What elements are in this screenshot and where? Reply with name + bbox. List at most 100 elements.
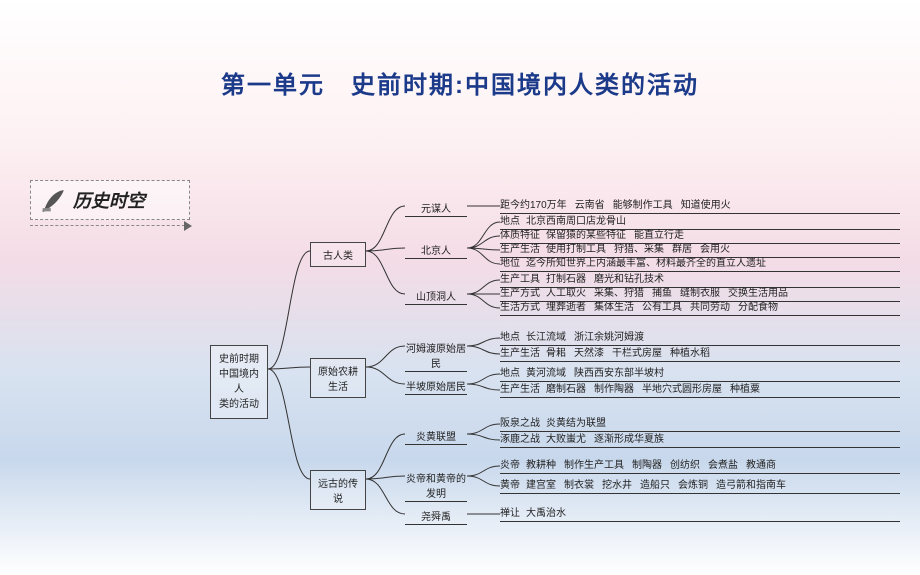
- leaf-row: 禅让大禹治水: [500, 508, 900, 522]
- leaf-item: 公有工具: [642, 302, 682, 314]
- leaf-row: 生产生活使用打制工具狩猎、采集群居会用火: [500, 244, 900, 258]
- leaf-item: 会用火: [700, 244, 730, 256]
- leaf-item: 北京西南周口店龙骨山: [526, 216, 626, 228]
- leaf-label: 阪泉之战: [500, 418, 540, 430]
- leaf-row: 地点黄河流域陕西西安东部半坡村: [500, 368, 900, 382]
- leaf-item: 制作陶器: [594, 384, 634, 396]
- leaf-label: 地点: [500, 332, 520, 344]
- leaf-item: 挖水井: [602, 480, 632, 492]
- leaf-item: 长江流域: [526, 332, 566, 344]
- leaf-label: 涿鹿之战: [500, 434, 540, 446]
- leaf-label: 生产生活: [500, 348, 540, 360]
- leaf-item: 共同劳动: [690, 302, 730, 314]
- leaf-item: 种植水稻: [670, 348, 710, 360]
- leaf-row: 地点长江流域浙江余姚河姆渡: [500, 332, 900, 346]
- leaf-label: 地点: [500, 216, 520, 228]
- leaf-item: 建宫室: [526, 480, 556, 492]
- leaf-item: 浙江余姚河姆渡: [574, 332, 644, 344]
- leaf-item: 制衣裳: [564, 480, 594, 492]
- page-title: 第一单元 史前时期:中国境内人类的活动: [0, 65, 920, 100]
- leaf-item: 干栏式房屋: [612, 348, 662, 360]
- badge-arrow: [30, 220, 190, 226]
- leaf-label: 生产方式: [500, 288, 540, 300]
- leaf-item: 教通商: [746, 460, 776, 472]
- leaf-label: 生活方式: [500, 302, 540, 314]
- leaf-row: 生活方式埋葬逝者集体生活公有工具共同劳动分配食物: [500, 302, 900, 316]
- leaf-item: 种植粟: [730, 384, 760, 396]
- leaf-item: 保留猿的某些特征: [546, 230, 626, 242]
- leaf-item: 分配食物: [738, 302, 778, 314]
- leaf-item: 创纺织: [670, 460, 700, 472]
- leaf-item: 集体生活: [594, 302, 634, 314]
- leaf-label: 生产生活: [500, 384, 540, 396]
- lvl2-node: 半坡原始居民: [405, 378, 467, 395]
- leaf-item: 打制石器: [546, 274, 586, 286]
- leaf-item: 采集、狩猎: [594, 288, 644, 300]
- leaf-item: 逐渐形成华夏族: [594, 434, 664, 446]
- leaf-label: 生产生活: [500, 244, 540, 256]
- lvl2-node: 尧舜禹: [405, 508, 467, 525]
- leaf-item: 能够制作工具: [613, 200, 673, 212]
- leaf-item: 骨耜: [546, 348, 566, 360]
- leaf-row: 体质特征保留猿的某些特征能直立行走: [500, 230, 900, 244]
- lvl2-node: 炎帝和黄帝的发明: [405, 470, 467, 502]
- leaf-item: 造船只: [640, 480, 670, 492]
- lvl1-node: 原始农耕生活: [310, 358, 366, 398]
- mind-map: 史前时期中国境内人类的活动 古人类原始农耕生活远古的传说 元谋人 距今约170万年云…: [210, 200, 900, 550]
- leaf-item: 知道使用火: [681, 200, 731, 212]
- lvl1-node: 古人类: [310, 242, 366, 267]
- leaf-row: 炎帝教耕种制作生产工具制陶器创纺织会煮盐教通商: [500, 460, 900, 474]
- leaf-label: 地位: [500, 258, 520, 270]
- leaf-item: 能直立行走: [634, 230, 684, 242]
- leaf-item: 教耕种: [526, 460, 556, 472]
- leaf-item: 天然漆: [574, 348, 604, 360]
- lvl2-node: 炎黄联盟: [405, 428, 467, 445]
- leaf-item: 半地穴式圆形房屋: [642, 384, 722, 396]
- leaf-label: 黄帝: [500, 480, 520, 492]
- leaf-label: 禅让: [500, 508, 520, 520]
- leaf-item: 交换生活用品: [728, 288, 788, 300]
- lvl1-node: 远古的传说: [310, 470, 366, 510]
- leaf-item: 造弓箭和指南车: [716, 480, 786, 492]
- root-node: 史前时期中国境内人类的活动: [210, 345, 268, 419]
- leaf-item: 狩猎、采集: [614, 244, 664, 256]
- leaf-row: 阪泉之战炎黄结为联盟: [500, 418, 900, 432]
- lvl2-node: 河姆渡原始居民: [405, 340, 467, 372]
- leaf-item: 迄今所知世界上内涵最丰富、材料最齐全的直立人遗址: [526, 258, 766, 270]
- leaf-row: 生产生活磨制石器制作陶器半地穴式圆形房屋种植粟: [500, 384, 900, 398]
- leaf-label: 地点: [500, 368, 520, 380]
- lvl2-node: 元谋人: [405, 200, 467, 217]
- leaf-item: 距今约170万年: [500, 200, 567, 212]
- leaf-row: 生产生活骨耜天然漆干栏式房屋种植水稻: [500, 348, 900, 362]
- badge-label: 历史时空: [73, 187, 145, 213]
- leaf-row: 距今约170万年云南省能够制作工具知道使用火: [500, 200, 900, 214]
- leaf-row: 涿鹿之战大败蚩尤逐渐形成华夏族: [500, 434, 900, 448]
- leaf-label: 生产工具: [500, 274, 540, 286]
- leaf-item: 云南省: [575, 200, 605, 212]
- leaf-row: 地位迄今所知世界上内涵最丰富、材料最齐全的直立人遗址: [500, 258, 900, 272]
- leaf-item: 群居: [672, 244, 692, 256]
- leaf-item: 黄河流域: [526, 368, 566, 380]
- leaf-item: 大禹治水: [526, 508, 566, 520]
- leaf-label: 体质特征: [500, 230, 540, 242]
- lvl2-node: 山顶洞人: [405, 288, 467, 305]
- leaf-row: 生产方式人工取火采集、狩猎捕鱼缝制衣服交换生活用品: [500, 288, 900, 302]
- leaf-item: 制作生产工具: [564, 460, 624, 472]
- leaf-item: 制陶器: [632, 460, 662, 472]
- leaf-row: 地点北京西南周口店龙骨山: [500, 216, 900, 230]
- leaf-item: 人工取火: [546, 288, 586, 300]
- leaf-row: 生产工具打制石器磨光和钻孔技术: [500, 274, 900, 288]
- leaf-item: 会炼铜: [678, 480, 708, 492]
- leaf-row: 黄帝建宫室制衣裳挖水井造船只会炼铜造弓箭和指南车: [500, 480, 900, 494]
- leaf-label: 炎帝: [500, 460, 520, 472]
- leaf-item: 缝制衣服: [680, 288, 720, 300]
- lvl2-node: 北京人: [405, 242, 467, 259]
- leaf-item: 陕西西安东部半坡村: [574, 368, 664, 380]
- leaf-item: 磨光和钻孔技术: [594, 274, 664, 286]
- history-time-badge: 历史时空: [30, 180, 190, 226]
- leaf-item: 使用打制工具: [546, 244, 606, 256]
- leaf-item: 大败蚩尤: [546, 434, 586, 446]
- leaf-item: 炎黄结为联盟: [546, 418, 606, 430]
- quill-icon: [41, 187, 67, 213]
- leaf-item: 磨制石器: [546, 384, 586, 396]
